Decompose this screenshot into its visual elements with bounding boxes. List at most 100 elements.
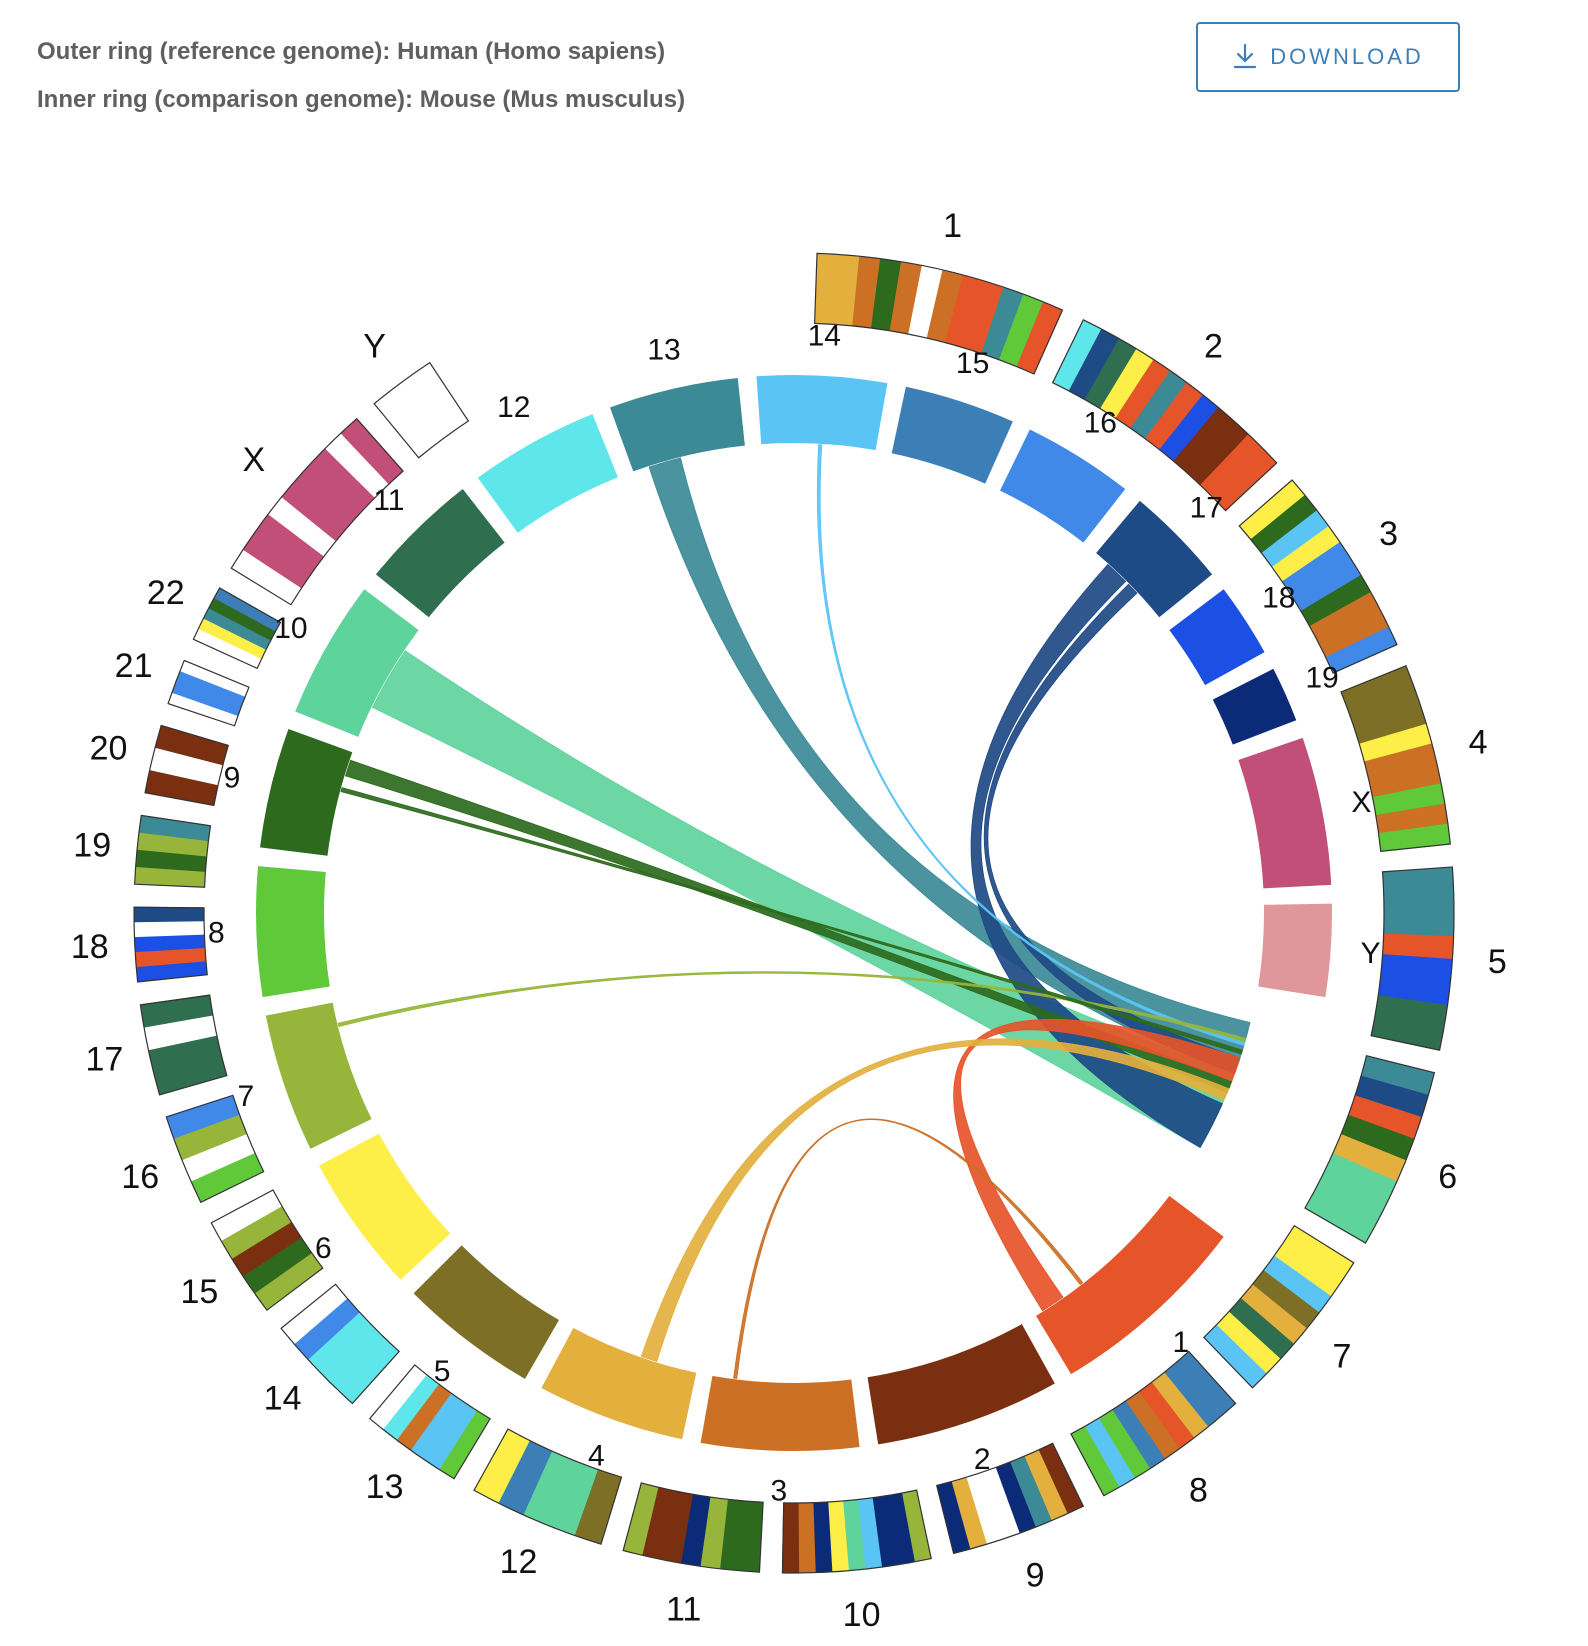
outer-chromosome-5-band <box>1383 913 1454 937</box>
synteny-link-14-to-6[interactable] <box>816 444 1246 1046</box>
outer-chromosome-14-band <box>280 1283 348 1345</box>
outer-chromosome-15-band <box>254 1252 323 1311</box>
outer-chromosome-21-band <box>175 670 246 707</box>
outer-chromosome-8-outline <box>1070 1350 1237 1497</box>
outer-chromosome-6-band <box>1340 1114 1415 1161</box>
outer-chromosome-11-band <box>641 1487 676 1560</box>
outer-chromosome-2-band <box>1068 328 1120 400</box>
outer-chromosome-X-band <box>242 531 313 589</box>
inner-chromosome-6[interactable] <box>318 1133 451 1280</box>
inner-chromosome-18[interactable] <box>1169 589 1265 686</box>
outer-chromosome-14-band <box>294 1298 360 1360</box>
outer-chromosome-label-18: 18 <box>71 928 109 966</box>
inner-chromosome-Y[interactable] <box>1258 903 1333 998</box>
outer-chromosome-2[interactable] <box>1051 318 1278 512</box>
outer-chromosome-label-14: 14 <box>264 1379 302 1417</box>
outer-chromosome-12[interactable] <box>473 1428 623 1545</box>
outer-chromosome-18[interactable] <box>133 906 208 983</box>
outer-chromosome-7-band <box>1216 1311 1281 1374</box>
inner-chromosome-15[interactable] <box>891 386 1013 484</box>
inner-chromosome-17[interactable] <box>1096 500 1213 618</box>
inner-chromosome-7[interactable] <box>265 1002 372 1149</box>
synteny-link-3-to-1[interactable] <box>733 1118 1084 1379</box>
outer-chromosome-21[interactable] <box>167 659 250 727</box>
outer-chromosome-4[interactable] <box>1340 664 1452 852</box>
outer-chromosome-3-band <box>1261 510 1329 568</box>
download-label: DOWNLOAD <box>1270 44 1424 69</box>
inner-chromosome-13[interactable] <box>609 377 745 472</box>
outer-chromosome-6-band <box>1348 1095 1422 1140</box>
outer-chromosome-Y-band <box>374 362 469 458</box>
synteny-link-17-to-6[interactable] <box>970 563 1223 1149</box>
download-button[interactable]: DOWNLOAD <box>1196 22 1460 92</box>
outer-chromosome-X[interactable] <box>230 417 404 606</box>
outer-chromosome-15[interactable] <box>210 1189 324 1312</box>
outer-chromosome-1-band <box>926 269 964 343</box>
outer-chromosome-label-15: 15 <box>180 1273 218 1311</box>
synteny-link-13-to-6[interactable] <box>648 457 1251 1074</box>
outer-chromosome-label-13: 13 <box>366 1468 404 1506</box>
outer-chromosome-6[interactable] <box>1304 1055 1436 1244</box>
outer-chromosome-5-band <box>1383 889 1455 914</box>
inner-chromosome-14[interactable] <box>756 374 888 451</box>
outer-chromosome-21-band <box>171 681 242 717</box>
inner-chromosome-11[interactable] <box>375 489 505 618</box>
inner-chromosome-X[interactable] <box>1238 737 1332 889</box>
outer-chromosome-10-band <box>812 1502 833 1573</box>
inner-chromosome-3[interactable] <box>700 1375 860 1452</box>
inner-chromosome-2[interactable] <box>867 1324 1055 1445</box>
outer-chromosome-label-7: 7 <box>1332 1338 1351 1376</box>
inner-chromosome-9[interactable] <box>260 728 353 856</box>
outer-chromosome-1-band <box>814 253 839 325</box>
synteny-link-9-to-6[interactable] <box>340 787 1244 1055</box>
inner-chromosome-label-3: 3 <box>771 1474 788 1507</box>
outer-chromosome-Y[interactable] <box>373 361 470 459</box>
outer-chromosome-11[interactable] <box>622 1482 764 1573</box>
outer-chromosome-22[interactable] <box>192 587 282 670</box>
inner-chromosome-12[interactable] <box>477 414 618 533</box>
inner-chromosome-1[interactable] <box>1036 1195 1224 1375</box>
inner-chromosome-label-Y: Y <box>1361 937 1381 970</box>
inner-chromosome-4[interactable] <box>541 1327 697 1440</box>
outer-chromosome-8[interactable] <box>1070 1350 1237 1497</box>
outer-chromosome-15-band <box>231 1221 302 1277</box>
outer-chromosome-16[interactable] <box>165 1094 265 1204</box>
outer-chromosome-7-band <box>1240 1284 1307 1345</box>
inner-chromosome-label-13: 13 <box>647 333 680 366</box>
outer-chromosome-1-band <box>945 274 984 348</box>
inner-chromosome-19[interactable] <box>1212 668 1297 745</box>
outer-chromosome-1[interactable] <box>813 252 1064 375</box>
outer-chromosome-5[interactable] <box>1370 866 1455 1051</box>
outer-chromosome-9[interactable] <box>936 1442 1085 1555</box>
inner-chromosome-16[interactable] <box>1000 429 1126 543</box>
outer-chromosome-16-outline <box>165 1094 265 1204</box>
synteny-link-1-to-6[interactable] <box>953 1018 1241 1312</box>
outer-chromosome-3[interactable] <box>1238 479 1398 674</box>
outer-chromosome-17[interactable] <box>139 994 228 1096</box>
synteny-link-4-to-6[interactable] <box>640 1038 1230 1363</box>
outer-chromosome-7-band <box>1203 1324 1267 1389</box>
inner-chromosome-label-12: 12 <box>497 391 530 424</box>
outer-chromosome-13-band <box>396 1383 452 1451</box>
outer-chromosome-7[interactable] <box>1203 1224 1355 1389</box>
outer-chromosome-7-outline <box>1203 1224 1355 1389</box>
outer-chromosome-16-band <box>173 1114 247 1161</box>
inner-chromosome-8[interactable] <box>256 866 330 998</box>
outer-chromosome-X-band <box>295 463 362 527</box>
outer-chromosome-20[interactable] <box>144 724 230 807</box>
outer-chromosome-2-band <box>1173 407 1234 474</box>
outer-chromosome-label-Y: Y <box>363 327 386 365</box>
inner-chromosome-label-8: 8 <box>208 917 225 950</box>
outer-chromosome-14[interactable] <box>280 1283 401 1405</box>
outer-chromosome-11-band <box>622 1482 659 1556</box>
outer-chromosome-10[interactable] <box>781 1489 932 1574</box>
outer-chromosome-13[interactable] <box>368 1364 491 1480</box>
outer-chromosome-19[interactable] <box>134 814 212 888</box>
inner-chromosome-label-11: 11 <box>373 484 404 517</box>
outer-chromosome-7-band <box>1284 1225 1354 1281</box>
inner-chromosome-5[interactable] <box>413 1245 559 1379</box>
inner-chromosome-10[interactable] <box>295 589 419 737</box>
outer-chromosome-11-outline <box>622 1482 764 1573</box>
synteny-link-7-to-6[interactable] <box>337 971 1247 1042</box>
inner-chromosome-label-17: 17 <box>1190 491 1223 524</box>
